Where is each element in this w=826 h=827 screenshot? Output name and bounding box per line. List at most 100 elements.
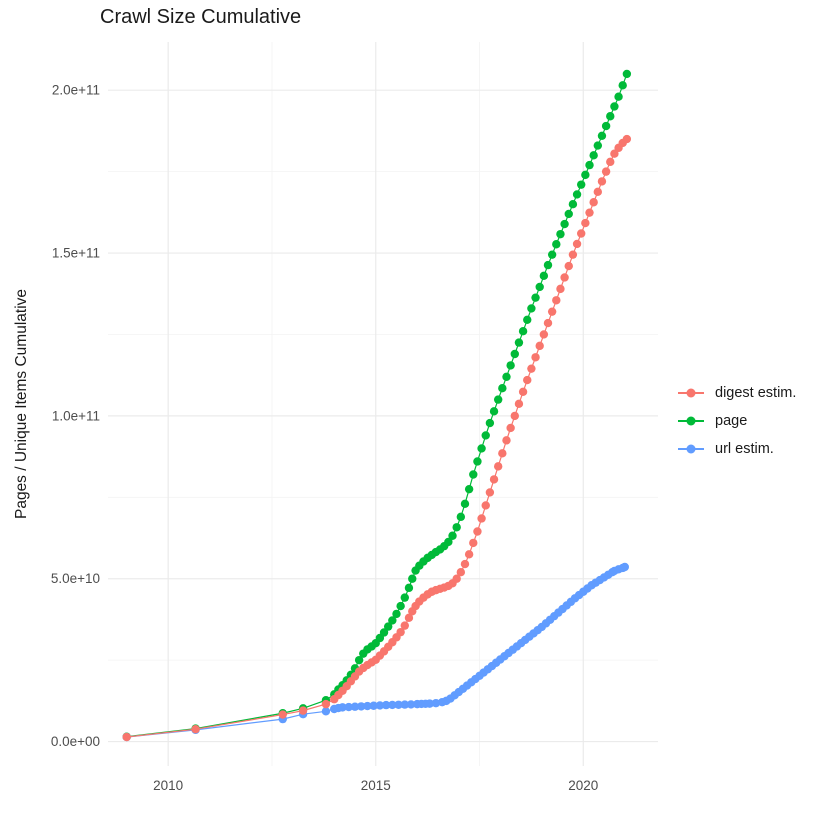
legend-label-digest: digest estim. — [715, 385, 797, 401]
data-point — [581, 218, 590, 228]
x-tick-label: 2020 — [568, 778, 598, 793]
data-point — [577, 229, 586, 238]
y-tick-label: 1.0e+11 — [52, 408, 100, 423]
data-point — [278, 710, 287, 719]
data-point — [620, 562, 629, 572]
data-point — [388, 700, 397, 710]
data-point — [560, 219, 569, 229]
data-point — [404, 583, 414, 593]
data-point — [568, 250, 578, 259]
legend-entry-page: page — [678, 407, 796, 435]
data-point — [618, 81, 627, 90]
data-point — [363, 701, 372, 711]
legend-label-page: page — [715, 413, 748, 429]
data-point — [523, 315, 532, 325]
data-point — [606, 157, 615, 167]
data-point — [610, 149, 619, 158]
data-point — [493, 395, 503, 404]
data-point — [601, 167, 611, 176]
data-point — [375, 701, 385, 710]
data-point — [444, 537, 453, 547]
data-point — [460, 559, 470, 569]
data-point — [539, 271, 549, 281]
data-point — [460, 499, 470, 509]
data-point — [560, 273, 569, 282]
data-point — [350, 702, 360, 711]
data-point — [547, 307, 557, 316]
data-point — [456, 568, 466, 577]
data-point — [589, 198, 598, 207]
data-point — [431, 698, 441, 708]
data-point — [408, 574, 417, 583]
data-point — [425, 699, 434, 708]
legend-label-url: url estim. — [715, 441, 774, 457]
y-tick-label: 2.0e+11 — [52, 83, 100, 98]
data-point — [564, 261, 573, 271]
data-point — [601, 121, 611, 131]
data-point — [396, 601, 405, 611]
data-point — [464, 550, 474, 559]
data-point — [622, 69, 632, 79]
data-point — [518, 327, 528, 336]
data-point — [321, 699, 331, 709]
data-point — [622, 134, 632, 144]
data-point — [585, 160, 594, 170]
x-tick-label: 2010 — [153, 778, 183, 793]
data-point — [502, 372, 511, 382]
data-point — [298, 706, 308, 715]
legend-key-digest — [678, 387, 704, 399]
data-point — [381, 700, 391, 710]
data-point — [383, 622, 393, 631]
data-point — [498, 449, 507, 458]
data-point — [568, 199, 578, 209]
data-point — [388, 616, 397, 625]
data-point — [404, 613, 414, 623]
data-point — [477, 444, 486, 453]
data-point — [506, 423, 515, 433]
data-point — [585, 208, 594, 217]
data-point — [394, 700, 403, 709]
data-point — [469, 538, 478, 548]
data-point — [597, 131, 607, 140]
data-point — [593, 141, 603, 150]
data-point — [581, 170, 590, 180]
data-point — [448, 531, 457, 540]
data-point — [614, 92, 623, 101]
data-point — [610, 102, 619, 111]
data-point — [396, 627, 405, 637]
data-point — [489, 407, 499, 416]
data-point — [556, 229, 565, 239]
data-point — [485, 418, 495, 428]
data-point — [518, 387, 528, 396]
legend-dot-icon — [686, 416, 696, 426]
data-point — [514, 338, 524, 347]
data-point — [392, 609, 401, 619]
data-point — [493, 462, 503, 471]
data-point — [523, 375, 532, 385]
data-point — [379, 628, 389, 637]
data-point — [535, 282, 544, 292]
legend-key-page — [678, 415, 704, 427]
data-point — [589, 151, 598, 160]
legend-dot-icon — [686, 444, 696, 454]
data-point — [527, 364, 536, 373]
data-point — [338, 703, 347, 712]
data-point — [552, 296, 561, 305]
data-point — [406, 700, 416, 709]
y-tick-label: 1.5e+11 — [52, 246, 100, 261]
data-point — [473, 527, 482, 536]
legend: digest estim. page url estim. — [678, 379, 796, 463]
data-point — [469, 470, 478, 479]
data-point — [452, 523, 461, 532]
legend-dot-icon — [686, 388, 696, 398]
data-point — [506, 361, 515, 370]
data-point — [452, 574, 461, 583]
data-point — [191, 724, 200, 734]
data-point — [572, 190, 582, 199]
data-point — [543, 260, 553, 270]
data-point — [510, 411, 519, 421]
data-point — [481, 431, 490, 440]
data-point — [464, 484, 474, 494]
data-point — [514, 399, 524, 409]
